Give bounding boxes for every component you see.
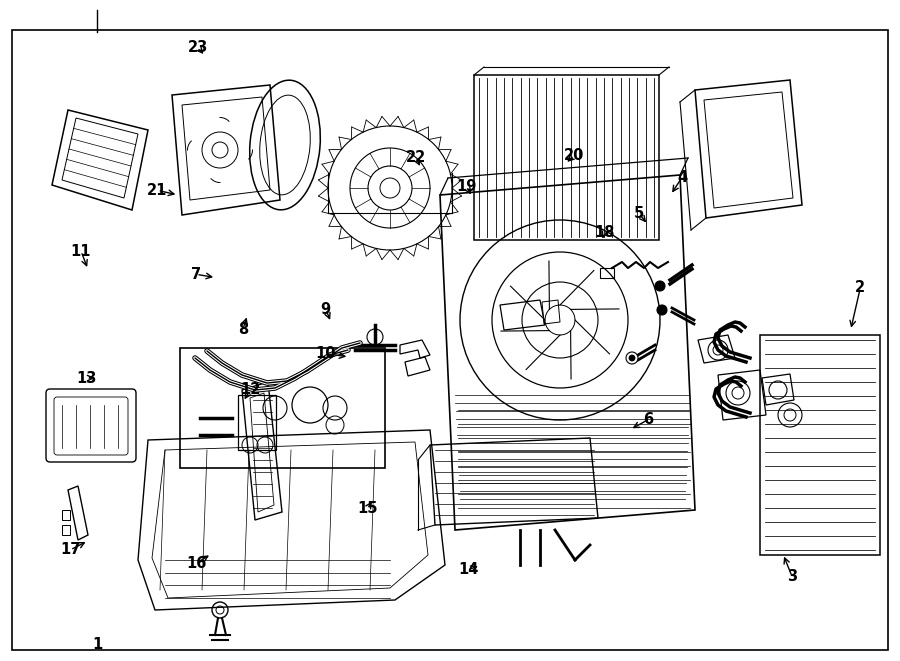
Text: 14: 14 — [458, 563, 478, 577]
Text: 17: 17 — [60, 543, 80, 557]
Text: 1: 1 — [92, 637, 103, 652]
Bar — [238, 395, 276, 450]
Bar — [62, 510, 70, 520]
Text: 11: 11 — [71, 244, 91, 258]
Text: 23: 23 — [188, 40, 208, 55]
Circle shape — [655, 281, 665, 291]
Text: 8: 8 — [238, 322, 248, 336]
Text: 2: 2 — [855, 280, 866, 295]
Text: 9: 9 — [320, 302, 331, 317]
Bar — [760, 335, 880, 555]
Text: 13: 13 — [76, 371, 96, 385]
Text: 20: 20 — [564, 148, 584, 163]
Text: 12: 12 — [240, 383, 260, 397]
Text: 3: 3 — [787, 569, 797, 584]
Text: 15: 15 — [357, 502, 377, 516]
Circle shape — [626, 352, 638, 364]
Bar — [62, 525, 70, 535]
Text: 7: 7 — [191, 267, 202, 282]
Text: 6: 6 — [643, 412, 653, 427]
Text: 16: 16 — [186, 556, 206, 570]
Text: 10: 10 — [316, 346, 336, 361]
Bar — [474, 75, 659, 240]
Circle shape — [629, 355, 635, 361]
Text: 5: 5 — [634, 206, 644, 221]
Bar — [600, 268, 614, 278]
Text: 19: 19 — [456, 179, 476, 194]
Text: 21: 21 — [148, 183, 167, 198]
Text: 22: 22 — [406, 150, 426, 165]
Circle shape — [657, 305, 667, 315]
Bar — [180, 348, 385, 468]
Text: 4: 4 — [677, 170, 688, 184]
Text: 18: 18 — [595, 225, 615, 240]
